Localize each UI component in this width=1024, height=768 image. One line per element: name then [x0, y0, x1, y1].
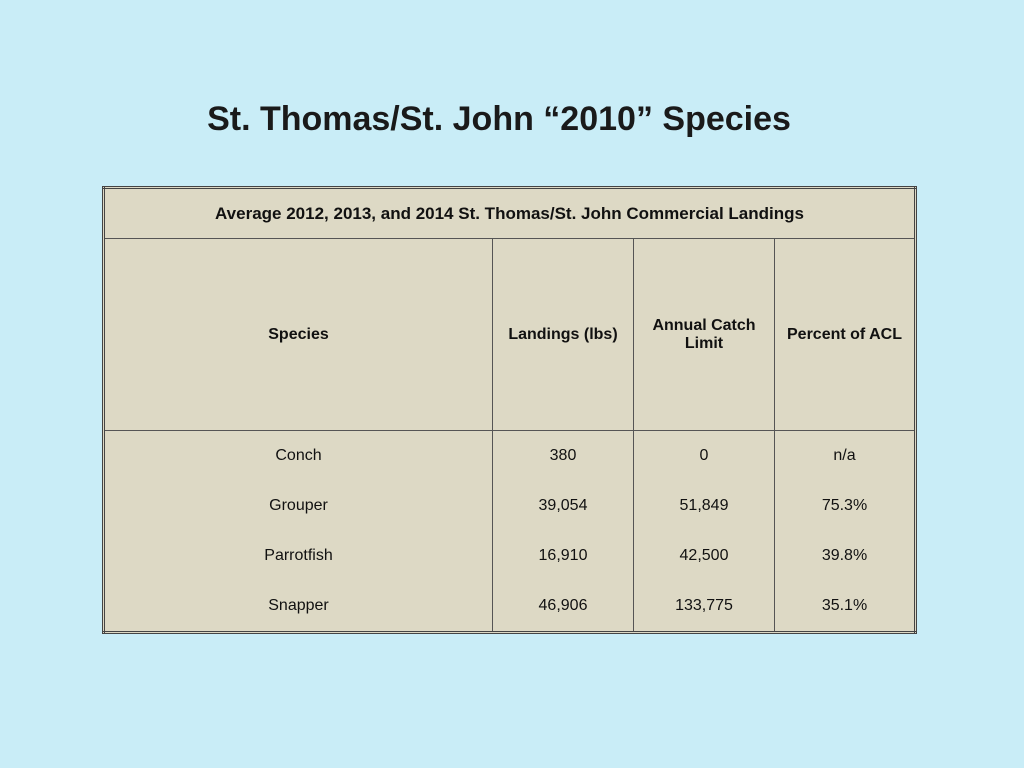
table-body: Conch 380 0 n/a Grouper 39,054 51,849 75.3% Parr…	[103, 430, 916, 633]
landings-table: Average 2012, 2013, and 2014 St. Thomas/…	[102, 186, 917, 634]
table-cell: 133,775	[633, 581, 775, 633]
slide-title: St. Thomas/St. John “2010” Species	[207, 100, 791, 138]
table-cell: 46,906	[492, 581, 634, 633]
table-cell: Parrotfish	[103, 531, 493, 581]
table-cell: n/a	[774, 430, 916, 481]
table-row: Grouper 39,054 51,849 75.3%	[103, 481, 916, 531]
table-row: Parrotfish 16,910 42,500 39.8%	[103, 531, 916, 581]
table-cell: 0	[633, 430, 775, 481]
table-caption: Average 2012, 2013, and 2014 St. Thomas/…	[103, 187, 916, 239]
table-cell: Snapper	[103, 581, 493, 633]
column-header: Annual Catch Limit	[633, 238, 775, 431]
table-cell: 35.1%	[774, 581, 916, 633]
table-cell: Conch	[103, 430, 493, 481]
column-header: Species	[103, 238, 493, 431]
column-header: Landings (lbs)	[492, 238, 634, 431]
column-header: Percent of ACL	[774, 238, 916, 431]
table-cell: 16,910	[492, 531, 634, 581]
table-row: Conch 380 0 n/a	[103, 430, 916, 481]
table-cell: Grouper	[103, 481, 493, 531]
header-row: Species Landings (lbs) Annual Catch Limit P…	[103, 238, 916, 431]
table-cell: 75.3%	[774, 481, 916, 531]
table-cell: 39,054	[492, 481, 634, 531]
table-cell: 42,500	[633, 531, 775, 581]
table-cell: 380	[492, 430, 634, 481]
table-cell: 51,849	[633, 481, 775, 531]
table-row: Snapper 46,906 133,775 35.1%	[103, 581, 916, 633]
table-cell: 39.8%	[774, 531, 916, 581]
